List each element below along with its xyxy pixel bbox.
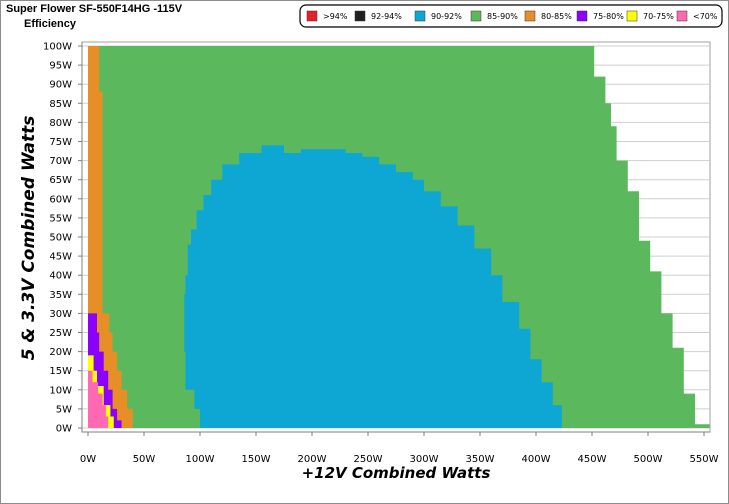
region-90-92 [184, 145, 562, 429]
y-tick-label: 90W [49, 80, 72, 91]
legend-label: <70% [693, 12, 718, 21]
y-tick-label: 65W [49, 175, 72, 186]
legend-label: 85-90% [487, 12, 518, 21]
y-tick-label: 80W [49, 118, 72, 129]
x-tick-label: 250W [354, 454, 383, 465]
y-tick-label: 25W [49, 328, 72, 339]
legend-label: >94% [323, 12, 348, 21]
y-tick-label: 20W [49, 347, 72, 358]
legend-label: 75-80% [593, 12, 624, 21]
legend: >94% 92-94% 90-92% 85-90% 80-85% 75-80% 70-75%… [299, 4, 723, 28]
y-tick-label: 0W [56, 424, 72, 435]
legend-swatch [470, 10, 482, 22]
y-tick-label: 35W [49, 290, 72, 301]
y-tick-label: 55W [49, 213, 72, 224]
y-tick-label: 10W [49, 385, 72, 396]
x-tick-label: 0W [80, 454, 96, 465]
y-tick-label: 75W [49, 137, 72, 148]
legend-swatch [354, 10, 366, 22]
efficiency-regions [88, 46, 710, 429]
legend-box [299, 4, 723, 28]
chart-title: Super Flower SF-550F14HG -115V [6, 3, 183, 15]
y-tick-label: 95W [49, 61, 72, 72]
x-tick-label: 100W [186, 454, 215, 465]
legend-swatch [524, 10, 536, 22]
legend-label: 92-94% [371, 12, 402, 21]
region-under-70 [88, 370, 109, 428]
x-tick-label: 350W [466, 454, 495, 465]
legend-label: 90-92% [431, 12, 462, 21]
y-tick-label: 40W [49, 271, 72, 282]
y-tick-label: 30W [49, 309, 72, 320]
x-tick-label: 450W [578, 454, 607, 465]
y-tick-label: 85W [49, 99, 72, 110]
y-axis-title: 5 & 3.3V Combined Watts [19, 116, 39, 361]
x-tick-label: 200W [298, 454, 327, 465]
y-tick-label: 60W [49, 194, 72, 205]
x-tick-label: 550W [690, 454, 719, 465]
legend-swatch [306, 10, 318, 22]
legend-label: 80-85% [541, 12, 572, 21]
legend-swatch [676, 10, 688, 22]
legend-swatch [576, 10, 588, 22]
x-tick-label: 150W [242, 454, 271, 465]
y-tick-label: 70W [49, 156, 72, 167]
x-axis-title: +12V Combined Watts [302, 464, 491, 482]
x-tick-label: 50W [133, 454, 156, 465]
legend-swatch [414, 10, 426, 22]
y-tick-label: 100W [43, 42, 72, 53]
y-tick-label: 50W [49, 233, 72, 244]
legend-swatch [626, 10, 638, 22]
y-tick-labels: 0W 5W 10W 15W 20W 25W 30W 35W 40W 45W 50W 55W 60W 65W… [43, 42, 82, 435]
x-tick-label: 500W [634, 454, 663, 465]
x-tick-label: 400W [522, 454, 551, 465]
x-tick-labels: 0W 50W 100W 150W 200W 250W 300W 350W 400W 450W 500… [80, 432, 719, 465]
legend-label: 70-75% [643, 12, 674, 21]
x-tick-label: 300W [410, 454, 439, 465]
chart-subtitle: Efficiency [24, 18, 76, 30]
y-tick-label: 5W [56, 404, 72, 415]
y-tick-label: 45W [49, 252, 72, 263]
y-tick-label: 15W [49, 366, 72, 377]
